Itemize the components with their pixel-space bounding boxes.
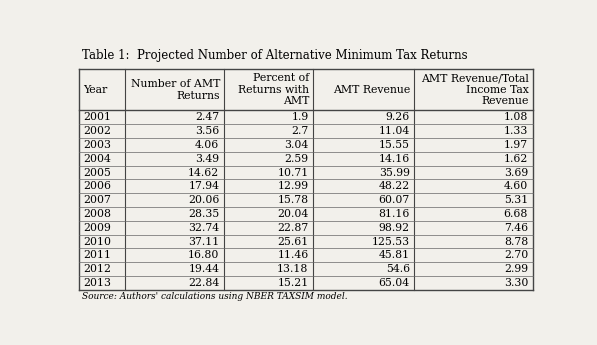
Text: 3.30: 3.30 bbox=[504, 278, 528, 288]
Text: 2010: 2010 bbox=[83, 237, 111, 247]
Text: 54.6: 54.6 bbox=[386, 264, 410, 274]
Text: 15.55: 15.55 bbox=[379, 140, 410, 150]
Text: 32.74: 32.74 bbox=[188, 223, 219, 233]
Text: 6.68: 6.68 bbox=[504, 209, 528, 219]
Text: 2.7: 2.7 bbox=[291, 126, 309, 136]
Text: 2011: 2011 bbox=[83, 250, 111, 260]
Text: 3.49: 3.49 bbox=[195, 154, 219, 164]
Text: 20.06: 20.06 bbox=[188, 195, 219, 205]
Text: 14.62: 14.62 bbox=[188, 168, 219, 178]
Text: 1.97: 1.97 bbox=[504, 140, 528, 150]
Text: 14.16: 14.16 bbox=[378, 154, 410, 164]
Text: 16.80: 16.80 bbox=[188, 250, 219, 260]
Text: 60.07: 60.07 bbox=[378, 195, 410, 205]
Text: 2001: 2001 bbox=[83, 112, 111, 122]
Text: 2.59: 2.59 bbox=[284, 154, 309, 164]
Text: 2006: 2006 bbox=[83, 181, 111, 191]
Text: 7.46: 7.46 bbox=[504, 223, 528, 233]
Text: 4.60: 4.60 bbox=[504, 181, 528, 191]
Text: 1.9: 1.9 bbox=[291, 112, 309, 122]
Text: 2.70: 2.70 bbox=[504, 250, 528, 260]
Text: 19.44: 19.44 bbox=[188, 264, 219, 274]
Text: 9.26: 9.26 bbox=[386, 112, 410, 122]
Text: 5.31: 5.31 bbox=[504, 195, 528, 205]
Text: 2003: 2003 bbox=[83, 140, 111, 150]
Text: 15.21: 15.21 bbox=[278, 278, 309, 288]
Text: 65.04: 65.04 bbox=[378, 278, 410, 288]
Text: 1.33: 1.33 bbox=[504, 126, 528, 136]
Text: 2013: 2013 bbox=[83, 278, 111, 288]
Text: Table 1:  Projected Number of Alternative Minimum Tax Returns: Table 1: Projected Number of Alternative… bbox=[82, 49, 467, 62]
Text: 10.71: 10.71 bbox=[278, 168, 309, 178]
Text: 8.78: 8.78 bbox=[504, 237, 528, 247]
Text: Percent of
Returns with
AMT: Percent of Returns with AMT bbox=[238, 73, 309, 107]
Text: Year: Year bbox=[83, 85, 107, 95]
Text: 13.18: 13.18 bbox=[277, 264, 309, 274]
Text: 4.06: 4.06 bbox=[195, 140, 219, 150]
Text: 81.16: 81.16 bbox=[378, 209, 410, 219]
Text: 12.99: 12.99 bbox=[278, 181, 309, 191]
Text: 48.22: 48.22 bbox=[378, 181, 410, 191]
Text: 11.04: 11.04 bbox=[378, 126, 410, 136]
Text: 98.92: 98.92 bbox=[378, 223, 410, 233]
Text: 2007: 2007 bbox=[83, 195, 111, 205]
Text: 2009: 2009 bbox=[83, 223, 111, 233]
Text: Number of AMT
Returns: Number of AMT Returns bbox=[131, 79, 220, 101]
Text: 35.99: 35.99 bbox=[379, 168, 410, 178]
Text: 2004: 2004 bbox=[83, 154, 111, 164]
Text: 2002: 2002 bbox=[83, 126, 111, 136]
Text: 37.11: 37.11 bbox=[188, 237, 219, 247]
Text: AMT Revenue/Total
Income Tax
Revenue: AMT Revenue/Total Income Tax Revenue bbox=[421, 73, 529, 107]
Text: 15.78: 15.78 bbox=[278, 195, 309, 205]
Text: 2.47: 2.47 bbox=[195, 112, 219, 122]
Text: 2005: 2005 bbox=[83, 168, 111, 178]
Text: 3.04: 3.04 bbox=[284, 140, 309, 150]
Text: 2.99: 2.99 bbox=[504, 264, 528, 274]
Text: 11.46: 11.46 bbox=[278, 250, 309, 260]
Text: 20.04: 20.04 bbox=[278, 209, 309, 219]
Text: 17.94: 17.94 bbox=[188, 181, 219, 191]
Text: 22.87: 22.87 bbox=[278, 223, 309, 233]
Text: AMT Revenue: AMT Revenue bbox=[334, 85, 411, 95]
Text: 1.62: 1.62 bbox=[504, 154, 528, 164]
Text: 3.56: 3.56 bbox=[195, 126, 219, 136]
Text: 125.53: 125.53 bbox=[372, 237, 410, 247]
Text: Source: Authors' calculations using NBER TAXSIM model.: Source: Authors' calculations using NBER… bbox=[82, 292, 347, 301]
Text: 22.84: 22.84 bbox=[188, 278, 219, 288]
Text: 25.61: 25.61 bbox=[278, 237, 309, 247]
Text: 28.35: 28.35 bbox=[188, 209, 219, 219]
Text: 2008: 2008 bbox=[83, 209, 111, 219]
Text: 1.08: 1.08 bbox=[504, 112, 528, 122]
Text: 2012: 2012 bbox=[83, 264, 111, 274]
Text: 3.69: 3.69 bbox=[504, 168, 528, 178]
Text: 45.81: 45.81 bbox=[378, 250, 410, 260]
